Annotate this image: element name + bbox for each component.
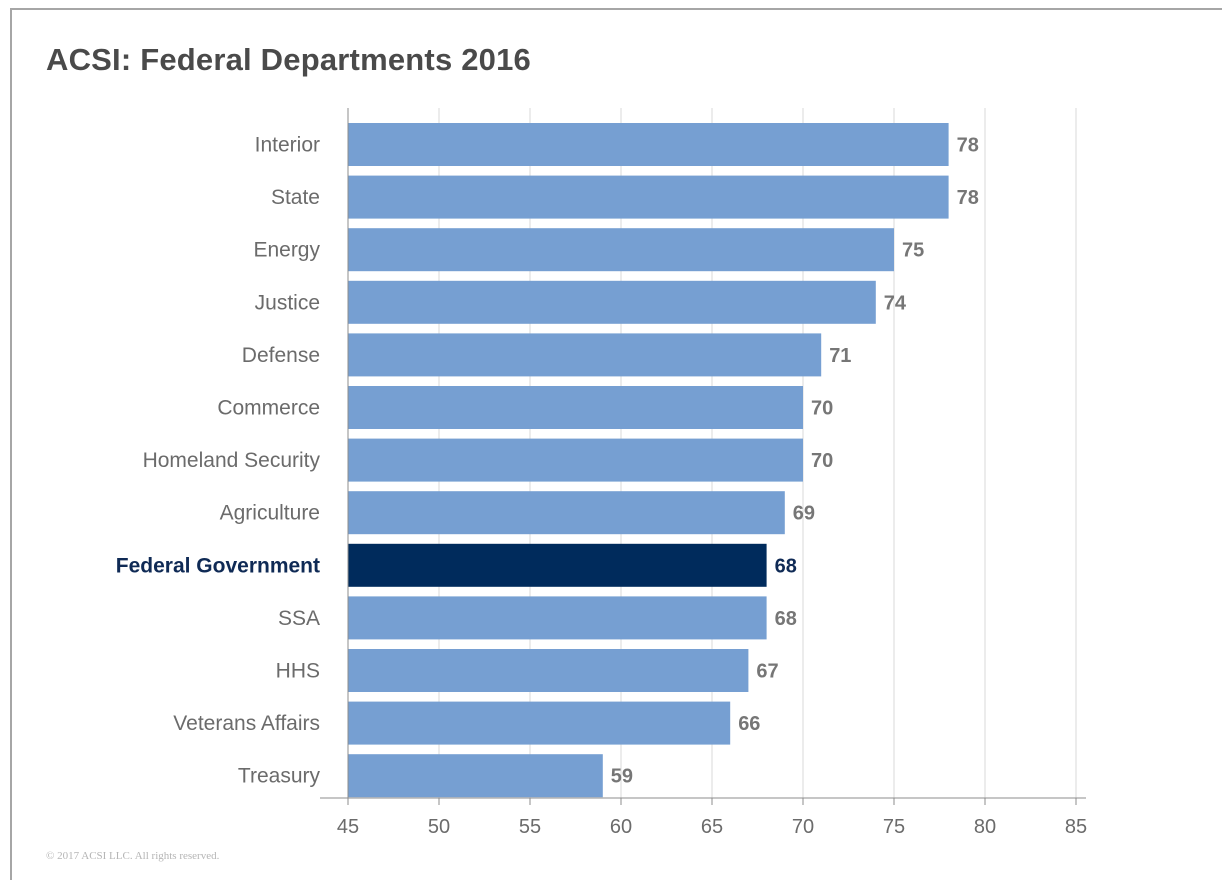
value-label: 74 bbox=[884, 292, 907, 314]
category-label: Federal Government bbox=[116, 554, 320, 577]
value-label: 67 bbox=[756, 661, 778, 683]
category-label: State bbox=[271, 186, 320, 209]
value-label: 78 bbox=[957, 135, 979, 157]
x-tick-label: 50 bbox=[428, 816, 450, 838]
x-tick-label: 80 bbox=[974, 816, 996, 838]
value-label: 70 bbox=[811, 450, 833, 472]
bar-treasury bbox=[348, 754, 603, 798]
bar-hhs bbox=[348, 649, 749, 692]
bar-federal-government bbox=[348, 543, 767, 587]
value-label: 71 bbox=[829, 345, 851, 367]
category-label: Agriculture bbox=[220, 502, 320, 525]
category-label: Energy bbox=[253, 239, 320, 262]
x-axis: 45 50 55 60 65 70 75 80 85 bbox=[320, 108, 1087, 838]
value-label: 68 bbox=[775, 608, 797, 630]
category-label: Interior bbox=[255, 134, 320, 157]
bar-interior bbox=[348, 123, 949, 166]
value-label: 66 bbox=[738, 713, 760, 735]
value-label: 78 bbox=[957, 187, 979, 209]
x-tick-label: 65 bbox=[701, 816, 723, 838]
bar-agriculture bbox=[348, 491, 785, 535]
bars bbox=[348, 123, 949, 798]
bar-veterans-affairs bbox=[348, 701, 731, 745]
x-tick-label: 45 bbox=[337, 816, 359, 838]
value-label: 70 bbox=[811, 398, 833, 420]
category-label: Treasury bbox=[238, 765, 321, 788]
category-label: Commerce bbox=[217, 397, 320, 420]
value-label: 59 bbox=[611, 766, 633, 788]
bar-homeland-security bbox=[348, 438, 803, 482]
chart-title: ACSI: Federal Departments 2016 bbox=[46, 42, 531, 77]
x-tick-label: 55 bbox=[519, 816, 541, 838]
value-label: 75 bbox=[902, 240, 924, 262]
category-labels: Interior State Energy Justice Defense Commerc… bbox=[116, 134, 321, 788]
value-label: 68 bbox=[775, 555, 797, 577]
bar-energy bbox=[348, 228, 894, 272]
category-label: Defense bbox=[242, 344, 320, 367]
bar-justice bbox=[348, 280, 876, 324]
value-label: 69 bbox=[793, 503, 815, 525]
x-tick-label: 70 bbox=[792, 816, 814, 838]
copyright-notice: © 2017 ACSI LLC. All rights reserved. bbox=[46, 850, 220, 862]
x-tick-label: 85 bbox=[1065, 816, 1087, 838]
bar-state bbox=[348, 175, 949, 219]
category-label: HHS bbox=[276, 660, 320, 683]
category-label: Justice bbox=[255, 291, 320, 314]
bar-defense bbox=[348, 333, 822, 377]
x-tick-label: 60 bbox=[610, 816, 632, 838]
value-labels: 78 78 75 74 71 70 70 69 68 68 67 66 59 bbox=[611, 135, 979, 788]
chart-frame bbox=[10, 8, 1222, 880]
category-label: SSA bbox=[278, 607, 320, 630]
category-label: Veterans Affairs bbox=[173, 712, 320, 735]
category-label: Homeland Security bbox=[143, 449, 321, 472]
bar-commerce bbox=[348, 386, 803, 429]
x-tick-label: 75 bbox=[883, 816, 905, 838]
bar-ssa bbox=[348, 596, 767, 640]
